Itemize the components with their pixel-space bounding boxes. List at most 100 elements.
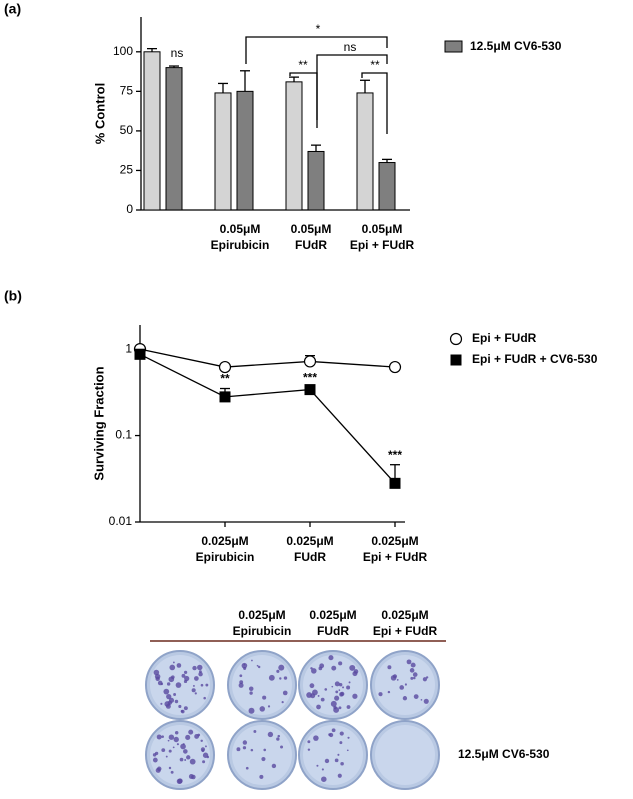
colony xyxy=(324,758,330,764)
colony xyxy=(181,673,186,678)
colony xyxy=(334,681,340,687)
bar xyxy=(214,92,232,211)
colony xyxy=(267,705,271,708)
marker xyxy=(218,360,232,374)
colony xyxy=(334,695,340,701)
bar xyxy=(378,162,396,211)
annotation: ** xyxy=(370,58,380,72)
colony xyxy=(189,758,196,765)
colony xyxy=(194,692,197,695)
colony xyxy=(378,692,383,697)
annotation: *** xyxy=(303,371,317,385)
colony xyxy=(191,688,196,693)
colony xyxy=(410,662,416,668)
colony xyxy=(201,749,205,753)
error-bar xyxy=(360,79,370,93)
colony xyxy=(392,674,398,679)
colony xyxy=(180,743,186,750)
y-tick-label: 75 xyxy=(120,84,134,98)
x-tick-label: Epi + FUdR xyxy=(350,238,415,252)
error-bar xyxy=(147,47,157,52)
colony xyxy=(200,683,204,687)
colony xyxy=(410,676,414,680)
x-tick-label: Epirubicin xyxy=(211,238,270,252)
x-tick-label: Epirubicin xyxy=(196,550,255,564)
x-tick-label: 0.025μM xyxy=(371,534,418,548)
colony xyxy=(191,774,196,780)
bar xyxy=(356,92,374,211)
row-label: 12.5μM CV6-530 xyxy=(458,747,550,761)
colony xyxy=(166,682,171,686)
colony xyxy=(203,696,206,700)
colony xyxy=(423,698,429,704)
colony xyxy=(282,690,288,696)
x-tick-label: 0.05μM xyxy=(220,222,261,236)
colony xyxy=(306,692,313,698)
colony xyxy=(242,746,247,750)
colony xyxy=(348,681,351,684)
dish-inner xyxy=(150,725,210,785)
colony xyxy=(346,749,349,752)
colony xyxy=(346,705,351,709)
y-tick-label: 25 xyxy=(120,163,134,177)
colony xyxy=(339,741,343,745)
colony xyxy=(319,663,325,669)
dish-inner xyxy=(303,725,363,785)
colony xyxy=(413,694,419,699)
marker xyxy=(303,355,317,368)
marker xyxy=(304,384,316,396)
colony xyxy=(160,702,163,705)
colony xyxy=(197,733,201,737)
colony xyxy=(352,671,358,677)
x-tick-label: 0.025μM xyxy=(286,534,333,548)
colony xyxy=(199,670,202,674)
colony xyxy=(183,670,188,675)
colony xyxy=(173,693,177,696)
annotation: *** xyxy=(388,448,402,462)
colony xyxy=(331,665,337,671)
colony xyxy=(312,689,318,696)
significance-bracket xyxy=(245,36,388,64)
colony xyxy=(335,690,339,694)
colony xyxy=(161,735,164,738)
colony xyxy=(205,683,209,687)
colony xyxy=(413,676,416,680)
colony xyxy=(331,685,334,688)
bar xyxy=(165,67,183,211)
colony xyxy=(257,665,261,669)
colony xyxy=(194,676,199,681)
colony xyxy=(342,686,345,689)
bar xyxy=(143,51,161,211)
colony xyxy=(271,763,277,769)
colony xyxy=(337,753,340,756)
colony xyxy=(168,766,172,770)
colony xyxy=(328,732,334,738)
colony xyxy=(262,695,267,700)
plate-image: 0.025μM Epirubicin 0.025μM FUdR 0.025μM Epi +… xyxy=(145,608,550,790)
y-tick-label: 0.01 xyxy=(109,514,133,528)
colony xyxy=(163,688,170,695)
column-label: 0.025μM xyxy=(381,608,428,622)
colony xyxy=(340,691,345,697)
colony xyxy=(192,665,197,671)
colony xyxy=(338,689,341,691)
colony xyxy=(316,764,319,767)
colony xyxy=(248,686,254,692)
colony xyxy=(241,662,248,669)
annotation: ns xyxy=(344,40,357,54)
colony xyxy=(245,766,249,770)
colony xyxy=(256,664,259,667)
colony xyxy=(349,664,356,671)
colony xyxy=(253,730,257,733)
colony xyxy=(239,680,244,685)
colony xyxy=(168,676,175,683)
significance-bracket xyxy=(361,72,388,134)
legend-swatch xyxy=(444,40,463,53)
colony xyxy=(154,751,159,756)
column-label: 0.025μM xyxy=(238,608,285,622)
colony xyxy=(200,739,203,743)
colony xyxy=(168,697,175,703)
colony xyxy=(340,761,344,766)
colony xyxy=(307,748,311,751)
